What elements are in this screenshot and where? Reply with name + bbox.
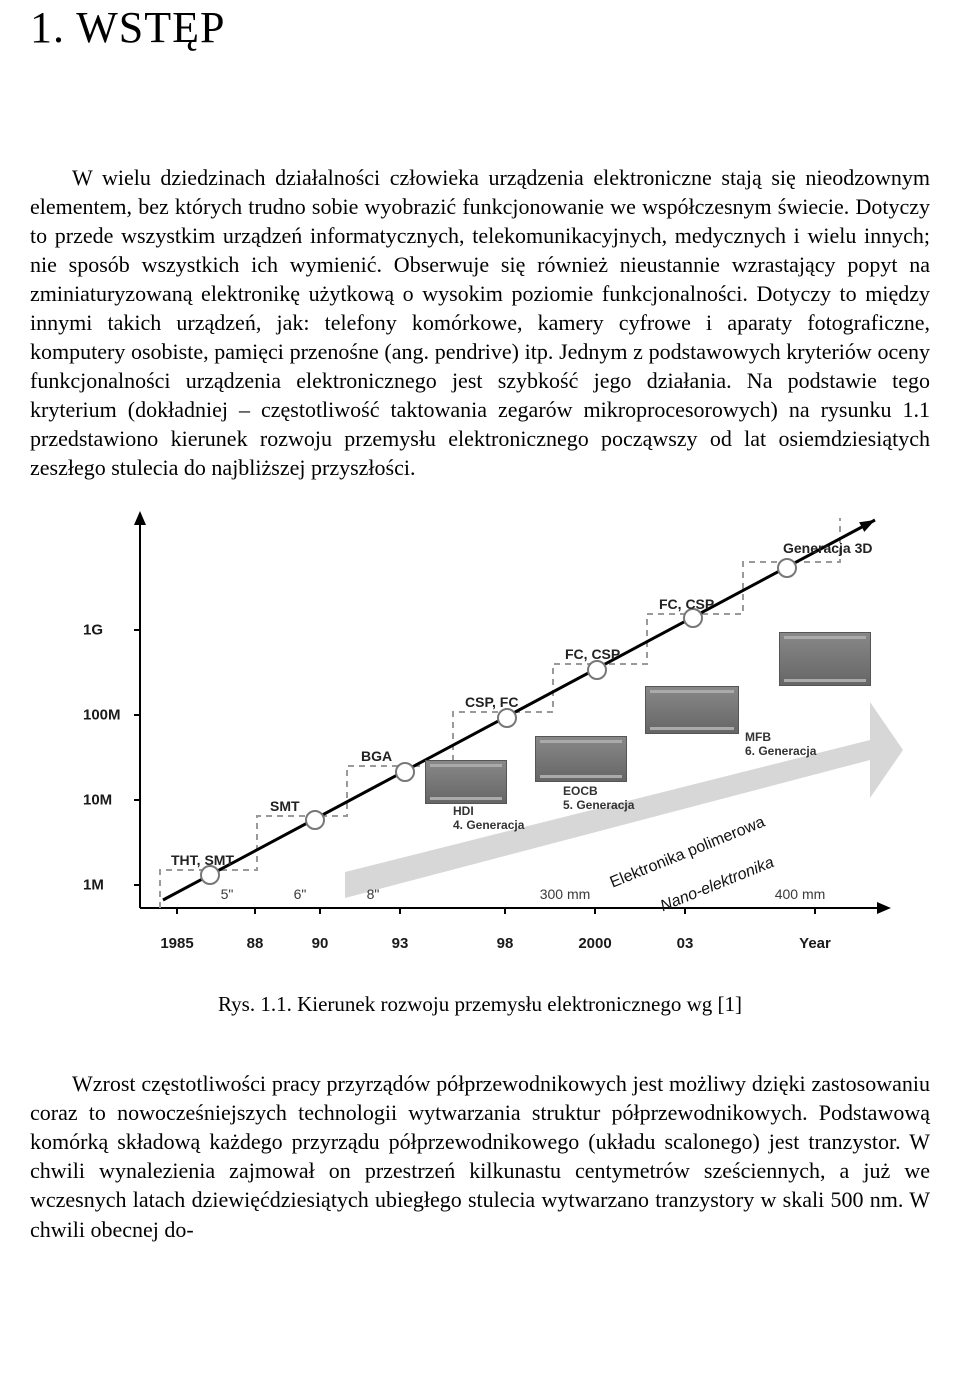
wafer-size-label: 400 mm — [775, 886, 826, 902]
step-label: Generacja 3D — [783, 540, 873, 556]
wafer-size-label: 8" — [367, 886, 380, 902]
data-marker — [306, 811, 324, 829]
paragraph-1-text: W wielu dziedzinach działalności człowie… — [30, 165, 930, 480]
x-tick-label: 88 — [247, 935, 264, 952]
data-marker — [396, 763, 414, 781]
paragraph-2-text: Wzrost częstotliwości pracy przyrządów p… — [30, 1071, 930, 1241]
generation-label: HDI — [453, 804, 474, 818]
wafer-size-label: 6" — [294, 886, 307, 902]
x-tick-label: 93 — [392, 935, 409, 952]
x-tick-label: 98 — [497, 935, 514, 952]
x-tick-label: Year — [799, 935, 831, 952]
pcb-miniature — [535, 736, 627, 782]
data-marker — [588, 661, 606, 679]
step-label: BGA — [361, 748, 392, 764]
paragraph-1: W wielu dziedzinach działalności człowie… — [30, 163, 930, 482]
data-marker — [201, 866, 219, 884]
data-marker — [498, 709, 516, 727]
pcb-miniature — [425, 760, 507, 804]
x-tick-label: 03 — [677, 935, 694, 952]
chart-area: 1M 10M 100M 1G 1985 88 90 93 98 2000 03 Year 5" 6" 8" 3… — [45, 500, 915, 980]
step-label: SMT — [270, 798, 300, 814]
x-tick-label: 1985 — [160, 935, 193, 952]
generation-label: MFB — [745, 730, 771, 744]
generation-label: 6. Generacja — [745, 744, 816, 758]
pcb-miniature — [645, 686, 739, 734]
step-label: THT, SMT — [171, 852, 234, 868]
wafer-size-label: 5" — [221, 886, 234, 902]
generation-label: 4. Generacja — [453, 818, 524, 832]
figure-caption: Rys. 1.1. Kierunek rozwoju przemysłu ele… — [30, 992, 930, 1017]
data-marker — [778, 559, 796, 577]
figure-1-1: 1M 10M 100M 1G 1985 88 90 93 98 2000 03 Year 5" 6" 8" 3… — [30, 500, 930, 1017]
paragraph-2: Wzrost częstotliwości pracy przyrządów p… — [30, 1069, 930, 1243]
step-label: FC, CSP — [565, 646, 620, 662]
y-tick-label: 1G — [83, 622, 103, 639]
wafer-size-label: 300 mm — [540, 886, 591, 902]
section-heading: 1. WSTĘP — [30, 2, 930, 53]
y-tick-label: 10M — [83, 792, 112, 809]
generation-label: 5. Generacja — [563, 798, 634, 812]
y-tick-label: 1M — [83, 877, 104, 894]
pcb-miniature — [779, 632, 871, 686]
y-tick-label: 100M — [83, 707, 121, 724]
generation-label: EOCB — [563, 784, 598, 798]
x-tick-label: 2000 — [578, 935, 611, 952]
x-tick-label: 90 — [312, 935, 329, 952]
step-label: FC, CSP — [659, 596, 714, 612]
step-label: CSP, FC — [465, 694, 518, 710]
